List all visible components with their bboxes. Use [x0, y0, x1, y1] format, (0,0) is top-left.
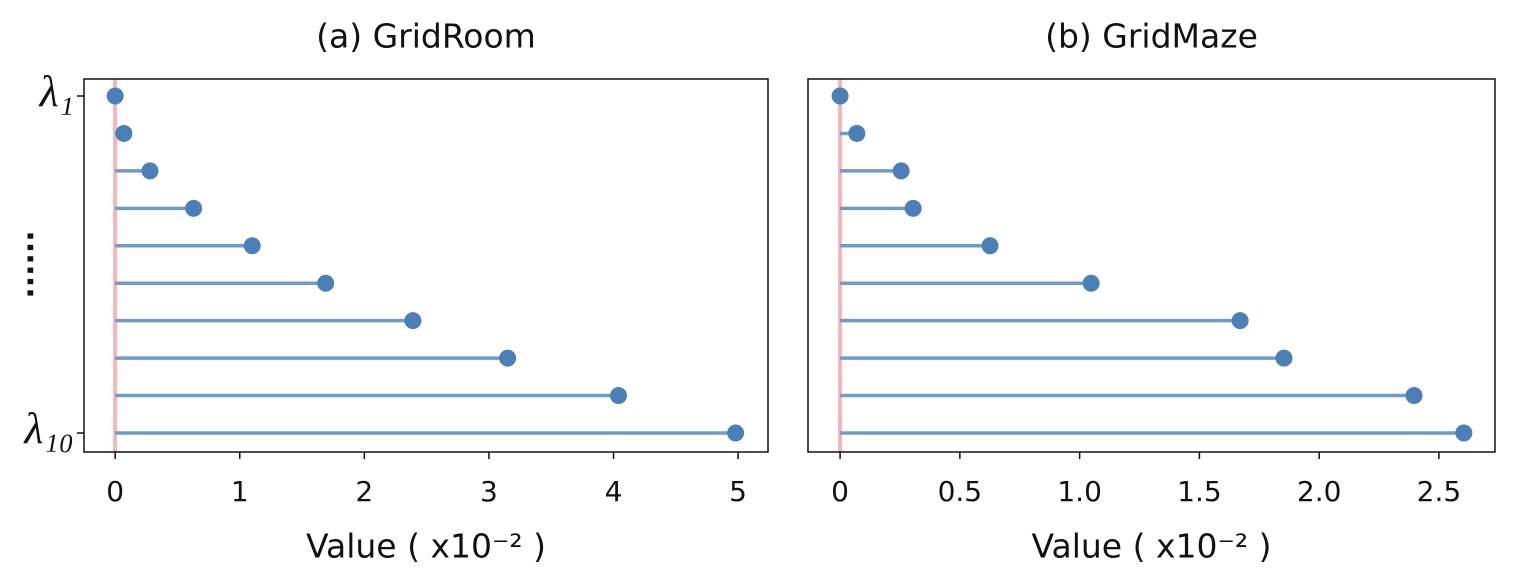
x-tick-label: 0 [106, 475, 124, 508]
marker [106, 87, 124, 105]
marker [981, 237, 999, 255]
x-tick-label: 1.5 [1177, 475, 1222, 508]
marker [892, 162, 910, 180]
axes-frame [807, 78, 1496, 453]
marker [904, 199, 922, 217]
x-axis-label: Value ( x10⁻² ) [1031, 527, 1271, 566]
x-tick-label: 1 [231, 475, 249, 508]
subplot-title: (b) GridMaze [1045, 17, 1258, 56]
marker [115, 124, 133, 142]
marker [609, 387, 627, 405]
marker [1082, 274, 1100, 292]
marker [1455, 424, 1473, 442]
marker [317, 274, 335, 292]
subplot-title: (a) GridRoom [316, 17, 536, 56]
marker [1231, 312, 1249, 330]
x-tick-label: 2 [355, 475, 373, 508]
marker [1275, 349, 1293, 367]
y-tick-label: λ₁₀ [22, 404, 74, 453]
axes-frame [83, 78, 769, 453]
marker [243, 237, 261, 255]
x-tick-label: 0.5 [938, 475, 983, 508]
marker [1405, 387, 1423, 405]
x-tick-label: 1.0 [1057, 475, 1102, 508]
marker [727, 424, 745, 442]
x-tick-label: 2.5 [1417, 475, 1462, 508]
x-tick-label: 3 [480, 475, 498, 508]
x-tick-label: 0 [831, 475, 849, 508]
marker [848, 124, 866, 142]
y-ellipsis: ...... [20, 230, 55, 298]
marker [404, 312, 422, 330]
marker [185, 199, 203, 217]
y-tick-label: λ₁ [38, 67, 74, 116]
marker [831, 87, 849, 105]
x-tick-label: 5 [729, 475, 747, 508]
x-tick-label: 4 [605, 475, 623, 508]
x-axis-label: Value ( x10⁻² ) [306, 527, 546, 566]
x-tick-label: 2.0 [1297, 475, 1342, 508]
marker [499, 349, 517, 367]
marker [141, 162, 159, 180]
